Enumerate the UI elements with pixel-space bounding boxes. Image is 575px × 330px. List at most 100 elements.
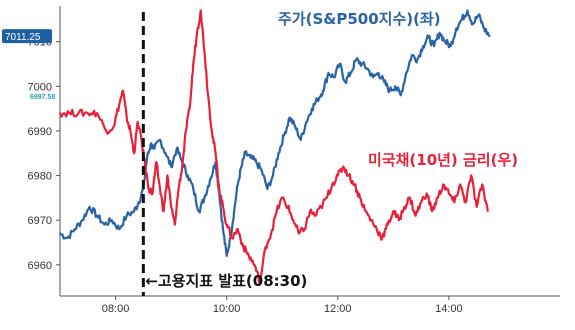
data-point [81,219,84,222]
data-point [427,36,430,39]
data-point [399,94,402,97]
data-point [222,228,224,231]
data-point [314,214,317,217]
data-point [483,27,485,30]
data-point [231,237,234,239]
data-point [77,112,80,114]
data-point [353,183,356,186]
data-point [188,107,191,110]
data-point [375,228,378,231]
data-point [242,246,245,248]
secondary-price-marker: 6997.58 [30,94,55,101]
data-point [170,205,173,208]
data-point [255,161,258,164]
data-point [344,80,347,83]
data-point [459,183,461,186]
data-point [203,196,206,199]
data-point [398,219,400,222]
data-point [96,214,98,217]
data-point [68,112,71,114]
series-label-sp500: 주가(S&P500지수)(좌) [278,10,441,28]
data-point [259,281,261,284]
data-point [403,205,406,208]
data-point [311,107,313,110]
data-point [294,125,297,128]
data-point [248,254,250,257]
data-point [298,232,300,235]
data-point [299,138,302,141]
data-point [277,152,280,155]
data-point [225,254,228,257]
data-point [211,130,213,132]
y-tick-label: 6980 [28,171,52,183]
data-point [327,72,330,74]
data-point [266,188,269,190]
data-point [377,72,380,74]
data-point [472,22,474,25]
data-point [486,210,489,213]
data-point [264,246,267,248]
data-point [411,54,413,56]
data-point [192,63,195,65]
data-point [236,183,239,186]
data-point [481,183,484,186]
data-point [272,174,274,177]
data-point [355,58,358,61]
last-price-tag: 7011.25 [2,29,52,44]
data-point [488,35,491,37]
data-point [186,174,189,177]
data-point [133,152,136,155]
data-point [475,205,478,208]
data-point [166,174,169,177]
data-point [170,165,173,168]
data-point [442,183,445,186]
data-point [388,89,391,92]
data-point [348,174,350,177]
data-point [449,45,452,48]
data-point [392,210,395,213]
data-point [444,40,447,43]
data-point [286,205,289,208]
data-point [236,228,239,231]
y-tick-label: 6960 [28,260,52,272]
data-point [199,9,202,12]
data-point [372,76,374,79]
data-point [181,165,184,168]
data-point [342,165,345,168]
data-point [455,27,458,30]
data-point [155,161,158,164]
data-point [292,219,295,222]
data-point [359,196,361,199]
data-point [86,112,89,114]
data-point [96,112,98,114]
data-point [214,152,217,155]
data-point [470,174,472,177]
data-point [136,121,139,123]
x-tick-label: 10:00 [213,303,241,315]
data-point [175,147,178,150]
data-point [137,201,140,204]
data-point [198,210,200,213]
data-point [303,228,306,231]
data-point [336,174,339,177]
data-point [386,223,389,226]
data-point [66,237,69,239]
data-point [349,72,352,74]
x-axis-ticks: 08:00 10:00 12:00 14:00 [102,296,463,315]
data-point [461,18,463,21]
data-point [370,219,372,222]
data-point [218,188,221,190]
data-point [73,228,76,231]
data-point [207,94,210,97]
data-point [122,89,124,92]
data-point [405,72,408,74]
data-point [270,232,272,235]
y-tick-label: 6970 [28,215,52,227]
data-point [159,188,161,190]
data-point [309,210,311,213]
series-label-treasury: 미국채(10년) 금리(우) [368,151,518,169]
data-point [233,210,236,213]
data-point [425,192,428,195]
